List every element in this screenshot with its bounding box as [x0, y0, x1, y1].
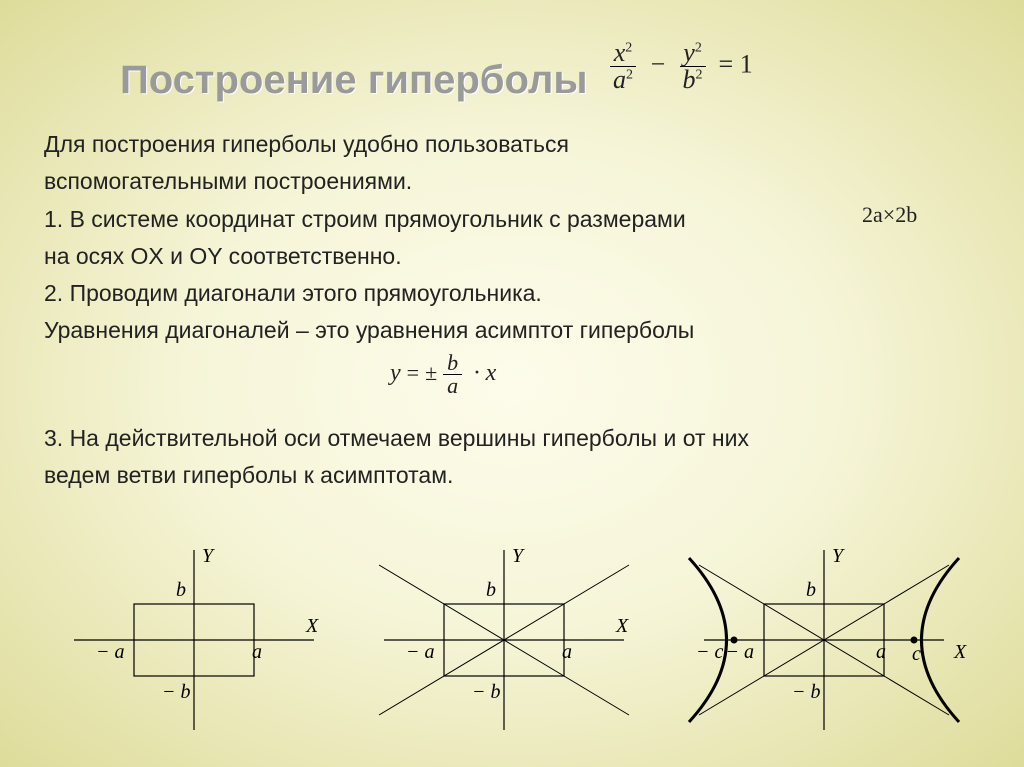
- text-line: 3. На действительной оси отмечаем вершин…: [44, 420, 974, 457]
- svg-text:− a: − a: [406, 641, 435, 663]
- svg-text:− b: − b: [162, 681, 191, 703]
- svg-text:a: a: [876, 641, 886, 663]
- svg-text:X: X: [615, 615, 629, 637]
- text-line: 2. Проводим диагонали этого прямоугольни…: [44, 275, 974, 312]
- text-line: вспомогательными построениями.: [44, 163, 974, 200]
- svg-text:Y: Y: [832, 545, 845, 567]
- diagram-step2: Y X b − b a − a: [379, 545, 629, 730]
- body-text-top: Для построения гиперболы удобно пользова…: [44, 126, 974, 350]
- svg-text:− b: − b: [472, 681, 501, 703]
- asymptote-equation: y = ± b a · x: [390, 352, 496, 397]
- svg-text:− a: − a: [96, 641, 125, 663]
- text-line: на осях OX и OY соответственно.: [44, 238, 974, 275]
- svg-text:X: X: [953, 641, 967, 663]
- diagrams-svg: Y X b − b a − a Y X b − b a − a: [44, 510, 984, 750]
- text-line: Для построения гиперболы удобно пользова…: [44, 126, 974, 163]
- main-equation: x2 a2 − y2 b2 = 1: [610, 40, 753, 93]
- svg-text:a: a: [562, 641, 572, 663]
- svg-text:Y: Y: [202, 545, 215, 567]
- svg-text:− c: − c: [696, 641, 723, 663]
- svg-text:− b: − b: [792, 681, 821, 703]
- text-line: 1. В системе координат строим прямоуголь…: [44, 201, 974, 238]
- svg-text:Y: Y: [512, 545, 525, 567]
- body-text-bottom: 3. На действительной оси отмечаем вершин…: [44, 420, 974, 495]
- svg-text:b: b: [806, 579, 816, 601]
- svg-text:c: c: [912, 643, 921, 665]
- page-title: Построение гиперболы: [120, 58, 588, 103]
- diagram-row: Y X b − b a − a Y X b − b a − a: [44, 510, 984, 750]
- svg-text:b: b: [176, 579, 186, 601]
- diagram-step1: Y X b − b a − a: [74, 545, 319, 730]
- text-line: Уравнения диагоналей – это уравнения аси…: [44, 312, 974, 349]
- svg-text:a: a: [252, 641, 262, 663]
- svg-text:X: X: [305, 615, 319, 637]
- svg-text:− a: − a: [726, 641, 755, 663]
- diagram-step3: Y X b − b a − a c − c: [689, 545, 967, 730]
- svg-text:b: b: [486, 579, 496, 601]
- size-equation: 2a×2b: [862, 202, 917, 228]
- text-line: ведем ветви гиперболы к асимптотам.: [44, 457, 974, 494]
